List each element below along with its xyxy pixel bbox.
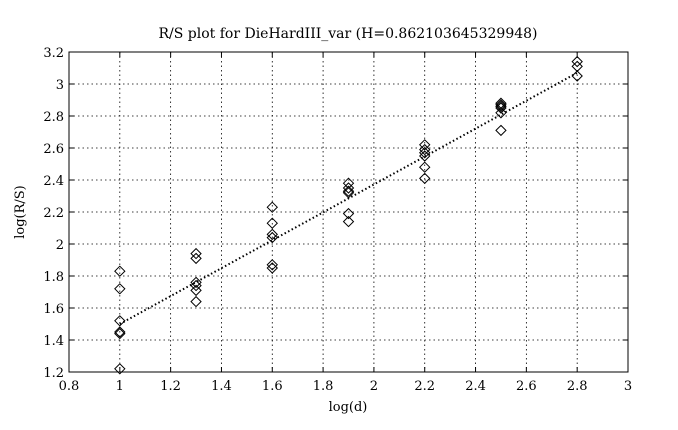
y-tick-label: 2.6 (43, 142, 64, 157)
x-tick-label: 1.2 (160, 379, 181, 394)
data-point-marker (114, 315, 126, 327)
data-point-marker (419, 147, 431, 159)
data-point-marker (495, 102, 507, 114)
x-tick-label: 3 (624, 379, 632, 394)
data-point-marker (571, 55, 583, 68)
data-point-marker (419, 150, 431, 162)
y-tick-label: 2 (56, 238, 64, 253)
data-point-marker (266, 259, 278, 271)
data-point-marker (342, 207, 355, 220)
data-point-marker (114, 327, 126, 340)
x-tick-label: 2 (370, 379, 378, 394)
y-tick-label: 3 (56, 78, 64, 93)
data-point-marker (114, 283, 126, 295)
data-point-marker (342, 215, 355, 228)
data-point-marker (190, 295, 202, 308)
data-markers (114, 55, 583, 375)
x-axis-label: log(d) (329, 400, 368, 415)
data-point-marker (266, 262, 278, 274)
data-point-marker (419, 161, 431, 173)
y-tick-labels: 1.2 1.4 1.6 1.8 2 2.2 2.4 2.6 2.8 3 3.2 (43, 46, 64, 381)
data-point-marker (266, 217, 278, 229)
data-point-marker (419, 139, 431, 151)
chart-title: R/S plot for DieHardIII_var (H=0.8621036… (158, 26, 537, 42)
y-axis-label: log(R/S) (13, 185, 28, 239)
x-tick-label: 1.6 (262, 379, 283, 394)
data-point-marker (495, 107, 507, 119)
data-point-marker (342, 187, 355, 199)
data-point-marker (266, 201, 278, 213)
x-tick-label: 2.4 (465, 379, 486, 394)
x-tick-label: 2.8 (567, 379, 588, 394)
data-point-marker (114, 363, 126, 375)
y-tick-label: 2.2 (43, 206, 64, 221)
x-tick-label: 2.6 (516, 379, 537, 394)
x-tick-labels: 0.8 1 1.2 1.4 1.6 1.8 2 2.2 2.4 2.6 2.8 3 (59, 379, 632, 394)
data-point-marker (190, 276, 202, 289)
data-point-marker (419, 172, 431, 185)
data-point-marker (190, 279, 202, 292)
data-point-marker (419, 143, 431, 156)
data-point-marker (495, 124, 507, 137)
axis-ticks (68, 51, 629, 373)
y-tick-label: 1.4 (43, 334, 64, 349)
x-tick-label: 1.8 (313, 379, 334, 394)
y-tick-label: 1.2 (43, 366, 64, 381)
data-point-marker (266, 231, 278, 244)
y-tick-label: 3.2 (43, 46, 64, 61)
y-tick-label: 2.8 (43, 110, 64, 125)
x-tick-label: 1.4 (211, 379, 232, 394)
x-tick-label: 1 (116, 379, 124, 394)
data-point-marker (190, 247, 202, 260)
data-point-marker (571, 70, 583, 82)
data-point-marker (190, 252, 202, 265)
x-tick-label: 2.2 (414, 379, 435, 394)
data-point-marker (114, 265, 126, 277)
data-point-marker (495, 99, 507, 111)
y-tick-label: 1.8 (43, 270, 64, 285)
data-point-marker (190, 284, 202, 297)
data-point-marker (495, 100, 507, 113)
y-tick-label: 1.6 (43, 302, 64, 317)
grid-lines (69, 52, 628, 372)
x-tick-label: 0.8 (59, 379, 80, 394)
y-tick-label: 2.4 (43, 174, 64, 189)
data-point-marker (342, 182, 355, 194)
data-point-marker (114, 326, 126, 338)
data-point-marker (342, 185, 355, 197)
data-point-marker (266, 228, 278, 241)
